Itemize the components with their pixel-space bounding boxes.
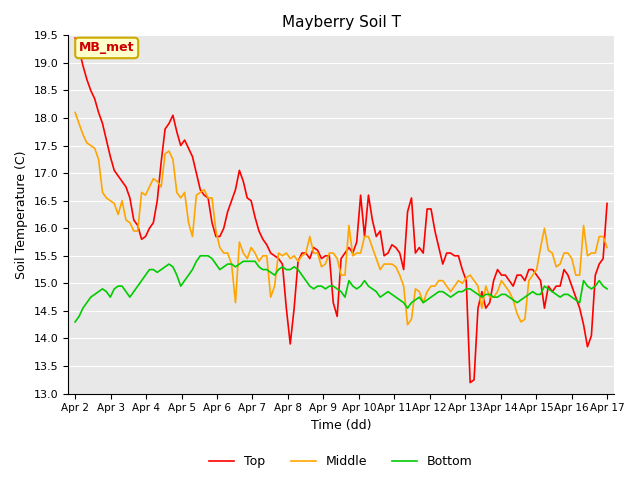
Line: Middle: Middle [75, 112, 607, 324]
Bottom [310, 286, 317, 292]
Middle [306, 234, 314, 240]
Middle [255, 258, 263, 264]
Bottom [145, 267, 153, 273]
Top [467, 380, 474, 385]
Middle [145, 184, 153, 190]
Middle [267, 294, 275, 300]
Y-axis label: Soil Temperature (C): Soil Temperature (C) [15, 150, 28, 279]
Legend: Top, Middle, Bottom: Top, Middle, Bottom [204, 450, 478, 473]
Top [71, 35, 79, 41]
Middle [486, 294, 493, 300]
Bottom [404, 305, 412, 311]
Top [306, 256, 314, 262]
Top [486, 300, 493, 306]
Bottom [486, 291, 493, 297]
Top [255, 228, 263, 234]
Bottom [603, 286, 611, 292]
Bottom [259, 267, 267, 273]
Middle [603, 245, 611, 251]
Top [145, 226, 153, 231]
Top [400, 267, 408, 273]
X-axis label: Time (dd): Time (dd) [311, 419, 371, 432]
Text: MB_met: MB_met [79, 41, 134, 54]
Bottom [196, 253, 204, 259]
Line: Top: Top [75, 38, 607, 383]
Middle [404, 322, 412, 327]
Top [603, 201, 611, 206]
Top [267, 250, 275, 256]
Middle [400, 283, 408, 289]
Title: Mayberry Soil T: Mayberry Soil T [282, 15, 401, 30]
Middle [71, 109, 79, 115]
Bottom [271, 272, 278, 278]
Bottom [71, 319, 79, 325]
Line: Bottom: Bottom [75, 256, 607, 322]
